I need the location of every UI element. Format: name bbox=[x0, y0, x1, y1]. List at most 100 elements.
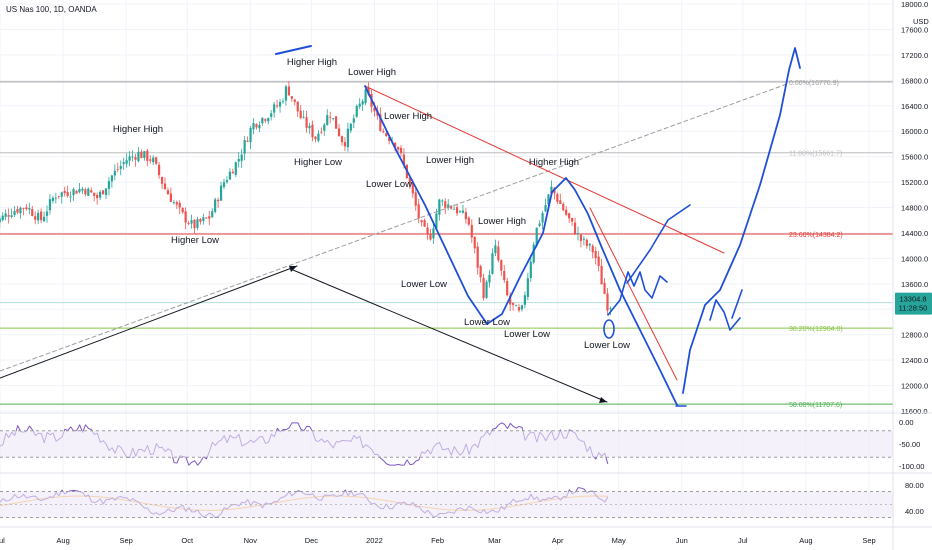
indicators bbox=[0, 430, 893, 518]
ind1-tick: 0.00 bbox=[899, 418, 914, 427]
candle-body bbox=[157, 164, 161, 176]
candle-body bbox=[63, 190, 66, 194]
y-tick-label: 16800.0 bbox=[901, 76, 928, 85]
candle-body bbox=[340, 136, 344, 143]
candle-body bbox=[110, 175, 113, 182]
candle-body bbox=[414, 192, 417, 206]
candle-body bbox=[214, 199, 217, 212]
candle-body bbox=[411, 182, 414, 194]
fib-level-label: 50.00%(11707.6) bbox=[789, 402, 842, 409]
candle-body bbox=[278, 102, 282, 107]
candle-body bbox=[349, 123, 352, 131]
candle-body bbox=[329, 116, 332, 118]
annotation-label: Lower High bbox=[478, 216, 526, 227]
last-price-tag bbox=[895, 292, 932, 315]
candle-body bbox=[25, 207, 28, 210]
candle-body bbox=[7, 215, 10, 217]
candle-body bbox=[346, 128, 349, 148]
candle-body bbox=[243, 140, 246, 154]
candle-body bbox=[323, 124, 326, 131]
candle-body bbox=[270, 113, 273, 117]
candle-body bbox=[479, 266, 482, 278]
x-tick-label: Oct bbox=[181, 536, 194, 545]
candle-body bbox=[104, 188, 108, 195]
annotation-label: Lower Low bbox=[464, 317, 510, 328]
candle-body bbox=[75, 190, 78, 194]
candle-body bbox=[258, 124, 261, 129]
candle-body bbox=[119, 165, 122, 169]
candle-body bbox=[237, 159, 240, 162]
candle-body bbox=[447, 204, 450, 208]
candle-body bbox=[10, 215, 13, 217]
candle-body bbox=[364, 89, 367, 104]
candle-body bbox=[16, 209, 19, 213]
trend-arrow-up bbox=[0, 265, 298, 379]
candle-body bbox=[87, 188, 90, 196]
ind1-tick: -100.00 bbox=[899, 462, 924, 471]
candle-body bbox=[125, 160, 128, 164]
candle-body bbox=[107, 181, 111, 189]
candle-body bbox=[267, 118, 270, 122]
candle-body bbox=[509, 295, 512, 305]
candle-body bbox=[137, 151, 140, 162]
candle-body bbox=[388, 137, 391, 141]
projection-pen-6 bbox=[731, 289, 743, 319]
trend-arrow-down bbox=[292, 269, 608, 403]
candle-body bbox=[205, 217, 208, 219]
candle-body bbox=[246, 140, 249, 142]
candle-body bbox=[140, 151, 143, 159]
candle-body bbox=[438, 199, 441, 215]
candle-body bbox=[565, 209, 568, 215]
candle-body bbox=[408, 177, 411, 184]
candle-body bbox=[514, 305, 518, 307]
candle-body bbox=[579, 234, 583, 241]
annotation-label: Higher Low bbox=[171, 235, 219, 246]
fib-levels: 0.00%(16776.9) 11.00%(15661.7) 23.60%(1438… bbox=[0, 80, 893, 409]
low-circle bbox=[603, 319, 615, 339]
candle-body bbox=[231, 171, 234, 174]
candle-body bbox=[42, 216, 46, 222]
candle-body bbox=[594, 251, 597, 259]
candle-body bbox=[458, 211, 462, 213]
candle-body bbox=[547, 194, 550, 205]
projection-pen-5 bbox=[709, 299, 741, 331]
candle-body bbox=[208, 216, 211, 219]
candle-body bbox=[529, 261, 532, 279]
candle-body bbox=[22, 208, 25, 210]
candle-body bbox=[562, 203, 565, 211]
candle-body bbox=[535, 227, 538, 246]
candle-body bbox=[255, 124, 258, 128]
candle-body bbox=[399, 147, 403, 154]
y-tick-label: 12000.0 bbox=[901, 382, 928, 391]
candle-body bbox=[600, 265, 603, 285]
candle-body bbox=[90, 190, 93, 193]
x-tick-label: Dec bbox=[305, 536, 319, 545]
candle-body bbox=[175, 202, 178, 205]
candle-body bbox=[211, 211, 214, 218]
candle-body bbox=[441, 200, 444, 202]
candle-body bbox=[470, 224, 473, 238]
candle-body bbox=[78, 188, 81, 193]
candle-body bbox=[199, 218, 202, 222]
y-tick-label: 14000.0 bbox=[901, 254, 928, 263]
projection-pen-2 bbox=[607, 271, 668, 316]
candle-body bbox=[69, 196, 72, 198]
candle-body bbox=[308, 125, 311, 129]
candle-body bbox=[606, 293, 609, 311]
ind1-band bbox=[0, 430, 893, 458]
arrow-head bbox=[599, 397, 607, 403]
x-tick-label: Jul bbox=[0, 536, 5, 545]
candle-body bbox=[476, 246, 479, 268]
candle-body bbox=[488, 274, 491, 283]
y-tick-label: 13600.0 bbox=[901, 280, 928, 289]
y-tick-label: 16000.0 bbox=[901, 127, 928, 136]
x-tick-label: Nov bbox=[244, 536, 258, 545]
candle-body bbox=[473, 236, 476, 249]
candle-body bbox=[485, 281, 488, 298]
candle-body bbox=[520, 305, 524, 310]
candle-body bbox=[450, 205, 453, 209]
annotation-label: Higher Low bbox=[294, 157, 342, 168]
candle-body bbox=[352, 118, 355, 123]
